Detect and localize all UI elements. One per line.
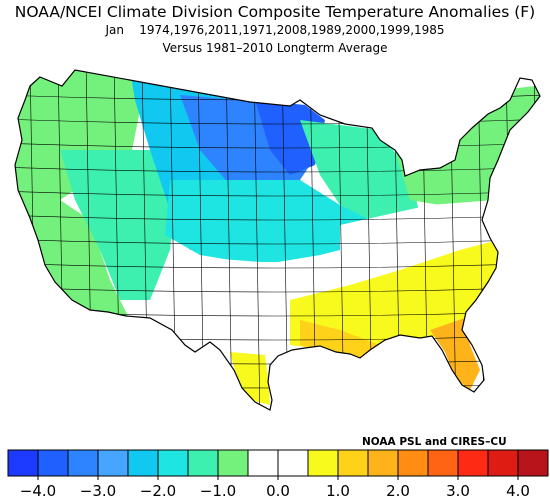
map-subtitle: Jan 1974,1976,2011,1971,2008,1989,2000,1…: [105, 23, 445, 37]
color-swatch: [337, 449, 369, 477]
color-swatch: [97, 449, 129, 477]
tick-label: −1.0: [200, 482, 236, 500]
region-minnesota-core: [255, 100, 325, 175]
color-swatch: [247, 449, 279, 477]
region-northeast: [395, 85, 540, 205]
region-southeast: [290, 240, 498, 350]
tick-label: 3.0: [446, 482, 470, 500]
region-south-texas: [230, 352, 270, 405]
us-anomaly-map: [14, 69, 541, 411]
map-title: NOAA/NCEI Climate Division Composite Tem…: [14, 3, 536, 21]
color-swatch: [457, 449, 489, 477]
us-outline: [14, 69, 541, 411]
map-baseline-note: Versus 1981–2010 Longterm Average: [162, 41, 388, 55]
tick-label: 2.0: [386, 482, 410, 500]
color-swatch: [67, 449, 99, 477]
tick-label: −3.0: [80, 482, 116, 500]
color-swatch: [277, 449, 309, 477]
color-swatch: [127, 449, 159, 477]
color-swatch: [307, 449, 339, 477]
color-swatch: [187, 449, 219, 477]
color-swatch: [217, 449, 249, 477]
tick-label: 1.0: [326, 482, 350, 500]
color-swatch: [487, 449, 519, 477]
region-southern-plains: [170, 255, 350, 360]
color-swatch: [367, 449, 399, 477]
color-swatch: [37, 449, 69, 477]
region-great-basin: [60, 150, 175, 300]
tick-label: 0.0: [266, 482, 290, 500]
color-swatch: [397, 449, 429, 477]
region-ohio-valley: [340, 200, 500, 262]
tick-label: −2.0: [140, 482, 176, 500]
tick-label: 4.0: [506, 482, 530, 500]
credit-label: NOAA PSL and CIRES–CU: [362, 436, 507, 448]
tick-label: −4.0: [20, 482, 56, 500]
color-swatch: [427, 449, 459, 477]
color-swatch: [517, 449, 549, 477]
color-scale-bar: −4.0 −3.0 −2.0 −1.0 0.0 1.0 2.0 3.0 4.0: [7, 449, 549, 500]
color-swatch: [157, 449, 189, 477]
color-swatch: [7, 449, 39, 477]
